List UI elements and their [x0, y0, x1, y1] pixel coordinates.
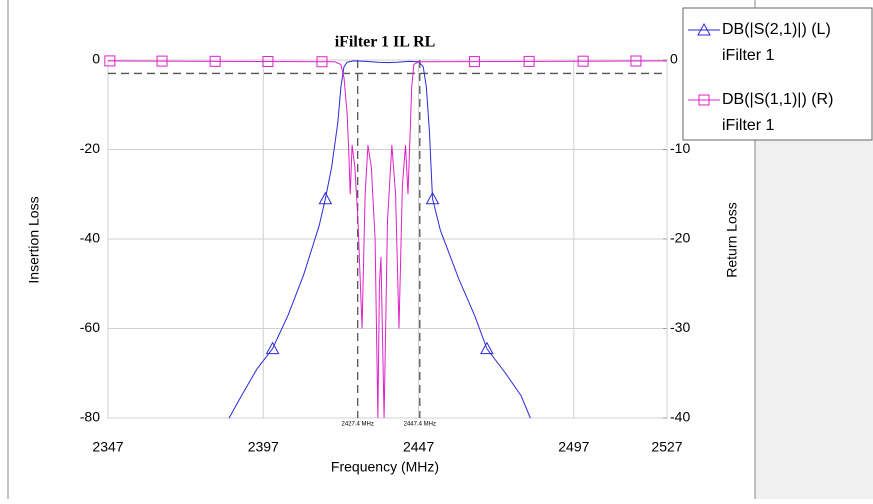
chart-title: iFilter 1 IL RL	[335, 34, 436, 51]
y2-tick-label: -10	[670, 140, 690, 156]
marker-label: 2427.4 MHz	[342, 422, 374, 428]
series-line	[107, 60, 668, 419]
series-line	[228, 60, 531, 419]
x-tick-label: 2527	[651, 439, 682, 455]
legend-source: iFilter 1	[722, 117, 775, 134]
marker	[104, 55, 116, 67]
y-axis-label: Insertion Loss	[26, 196, 42, 283]
x-axis-label: Frequency (MHz)	[331, 459, 439, 475]
marker	[156, 55, 168, 67]
y2-tick-label: -20	[670, 230, 690, 246]
marker	[577, 55, 589, 67]
y-tick-label: 0	[92, 51, 100, 67]
marker	[265, 341, 280, 355]
marker	[425, 191, 440, 205]
y-tick-label: -40	[80, 230, 100, 246]
marker	[318, 191, 333, 205]
side-panel	[755, 140, 873, 499]
y2-axis-label: Return Loss	[724, 202, 740, 277]
marker	[209, 55, 221, 67]
marker	[630, 55, 642, 67]
marker	[523, 55, 535, 67]
y-tick-label: -20	[80, 140, 100, 156]
x-tick-label: 2347	[92, 439, 123, 455]
marker	[468, 56, 480, 68]
legend-label: DB(|S(2,1)|) (L)	[722, 21, 831, 38]
marker	[480, 341, 494, 355]
legend-label: DB(|S(1,1)|) (R)	[722, 91, 833, 108]
marker	[262, 56, 274, 68]
y2-tick-label: 0	[670, 51, 678, 67]
x-tick-label: 2497	[558, 439, 589, 455]
x-tick-label: 2397	[248, 439, 279, 455]
marker	[698, 94, 710, 106]
marker	[316, 56, 328, 68]
y-tick-label: -80	[80, 409, 100, 425]
legend-source: iFilter 1	[722, 47, 775, 64]
y2-tick-label: -40	[670, 409, 690, 425]
marker-label: 2447.4 MHz	[404, 422, 436, 428]
x-tick-label: 2447	[403, 439, 434, 455]
marker	[697, 22, 711, 36]
y-tick-label: -60	[80, 319, 100, 335]
y2-tick-label: -30	[670, 319, 690, 335]
